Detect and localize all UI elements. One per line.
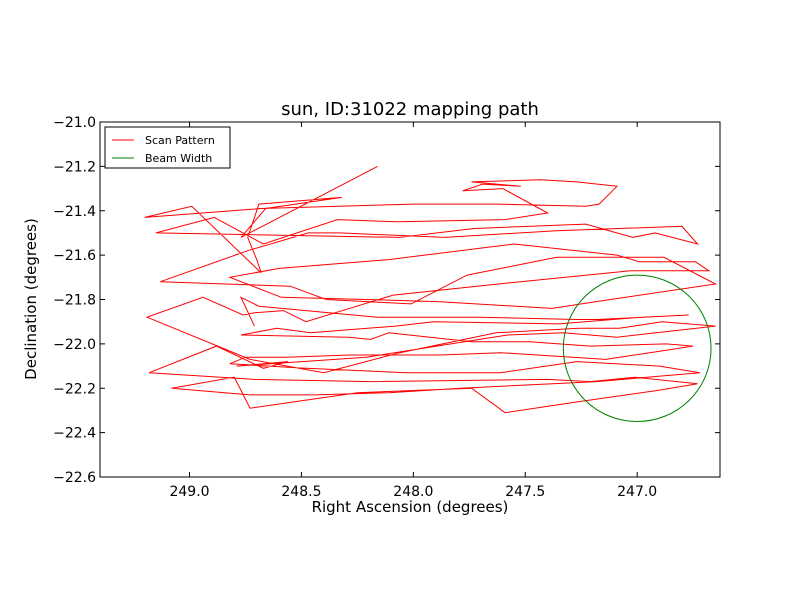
y-tick-label: −22.0 [53, 337, 96, 353]
scan-pattern-line [144, 165, 718, 414]
y-tick-label: −22.6 [53, 470, 96, 486]
x-axis-label: Right Ascension (degrees) [312, 498, 509, 516]
x-tick-label: 247.0 [617, 484, 657, 500]
x-axis-ticks: 249.0 248.5 248.0 247.5 247.0 [169, 122, 657, 500]
y-tick-label: −21.0 [53, 115, 96, 131]
y-axis-ticks: −21.0 −21.2 −21.4 −21.6 −21.8 −22.0 −22.2 −22.4… [53, 115, 720, 486]
plot-frame [99, 121, 721, 478]
y-tick-label: −21.6 [53, 248, 96, 264]
x-tick-label: 247.5 [505, 484, 545, 500]
x-tick-label: 248.0 [393, 484, 433, 500]
plot-area [144, 165, 718, 423]
x-tick-label: 249.0 [169, 484, 209, 500]
y-tick-label: −21.2 [53, 159, 96, 175]
y-tick-label: −21.8 [53, 293, 96, 309]
legend-box [104, 126, 231, 169]
y-tick-label: −22.4 [53, 426, 96, 442]
x-tick-label: 248.5 [281, 484, 321, 500]
legend-label-beam-width: Beam Width [145, 152, 212, 165]
y-tick-label: −22.2 [53, 381, 96, 397]
legend: Scan Pattern Beam Width [104, 126, 231, 169]
y-tick-label: −21.4 [53, 204, 96, 220]
y-axis-label: Declination (degrees) [22, 218, 40, 380]
legend-label-scan-pattern: Scan Pattern [145, 134, 215, 147]
chart-title: sun, ID:31022 mapping path [281, 99, 539, 120]
beam-width-circle [562, 274, 712, 423]
